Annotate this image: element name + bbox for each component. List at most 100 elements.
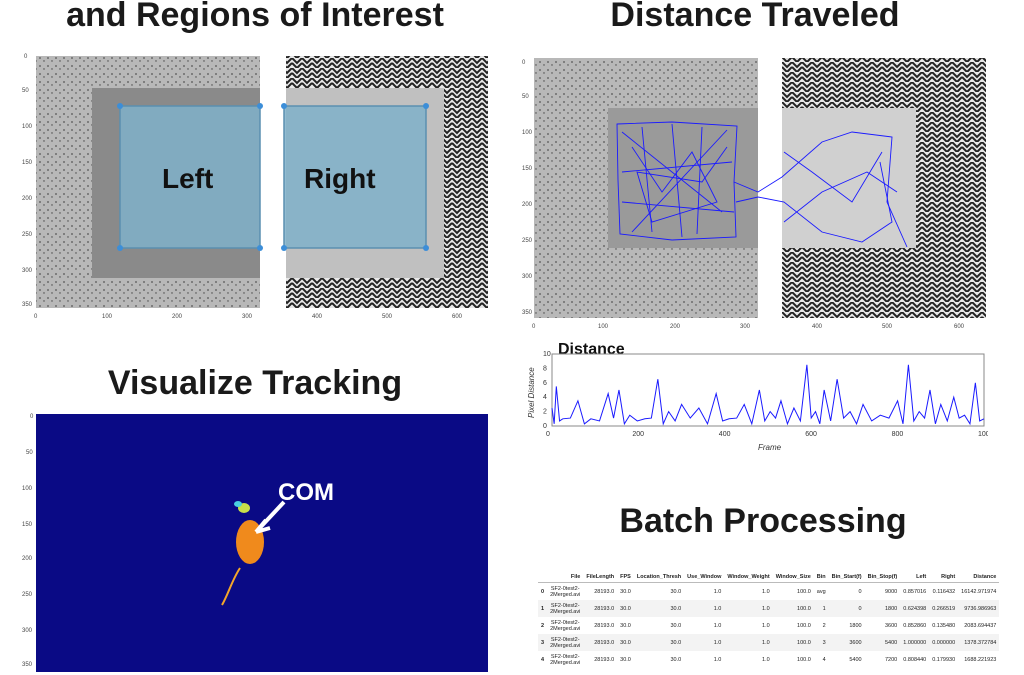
table-cell: 1.0 <box>713 622 722 629</box>
table-cell: 1.0 <box>713 656 722 663</box>
table-cell: SF2-0test2-2Merged.avi <box>550 619 581 632</box>
table-cell: 1.0 <box>724 600 773 617</box>
table-cell: 100.0 <box>772 600 814 617</box>
table-cell: 28193.0 <box>583 600 618 617</box>
track-y-tick: 200 <box>522 202 533 208</box>
table-cell: 9000 <box>885 588 898 595</box>
table-cell: 0 <box>858 588 862 595</box>
roi-left-label: Left <box>162 163 213 194</box>
com-arrow <box>254 500 286 534</box>
y-tick-label: 8 <box>543 365 547 372</box>
table-cell: 0.857016 <box>903 588 927 595</box>
table-cell: SF2-0test2-2Merged.avi <box>547 634 584 651</box>
distance-chart: Distance Pixel Distance Frame 0 200 400 600… <box>527 341 988 452</box>
track-x-tick: 0 <box>532 324 536 330</box>
roi-x-tick: 100 <box>102 314 113 320</box>
column-header: File <box>547 572 584 583</box>
table-cell: 100.0 <box>797 588 811 595</box>
column-header: Distance <box>958 572 1000 583</box>
table-cell: 1.0 <box>684 634 725 651</box>
roi-y-tick: 50 <box>22 88 29 94</box>
column-header: Window_Size <box>772 572 814 583</box>
track-x-ticks: 0 100 200 300 400 500 600 <box>532 324 965 330</box>
roi-x-tick: 600 <box>452 314 463 320</box>
table-cell: SF2-0test2-2Merged.avi <box>547 600 584 617</box>
roi-right-label: Right <box>304 163 376 194</box>
table-cell: 30.0 <box>617 600 634 617</box>
table-cell: 4 <box>822 656 826 663</box>
table-cell: 7200 <box>885 656 898 663</box>
track-y-tick: 150 <box>522 166 533 172</box>
y-tick-label: 4 <box>543 394 547 401</box>
table-cell: 16142.971974 <box>961 588 997 595</box>
plot-frame <box>551 353 985 427</box>
table-cell: 1800 <box>864 600 901 617</box>
table-cell: 30.0 <box>620 656 631 663</box>
distance-y-label: Pixel Distance <box>527 367 536 418</box>
visualize-y-tick: 150 <box>22 522 33 528</box>
track-image <box>534 58 986 318</box>
table-cell: 28193.0 <box>583 634 618 651</box>
table-cell: 28193.0 <box>594 656 615 663</box>
track-x-tick: 400 <box>812 324 823 330</box>
batch-table-header: File FileLength FPS Location_Thresh Use_… <box>538 572 1000 583</box>
table-cell: 30.0 <box>670 588 682 595</box>
table-cell: 1.000000 <box>900 634 930 651</box>
table-cell: 0 <box>541 588 545 595</box>
visualize-y-tick: 250 <box>22 592 33 598</box>
visualize-y-tick: 350 <box>22 662 33 668</box>
table-cell: 28193.0 <box>594 622 615 629</box>
batch-table-body: 0 SF2-0test2-2Merged.avi 28193.0 30.0 30.0 1.… <box>538 583 1000 669</box>
roi-corner-handles[interactable] <box>117 103 429 251</box>
table-cell: 0.179930 <box>932 656 956 663</box>
table-cell: 1.0 <box>713 588 722 595</box>
table-cell: 1 <box>813 600 829 617</box>
visualize-y-ticks: 0 50 100 150 200 250 300 350 <box>22 414 34 668</box>
roi-panel: Left Right 0 100 200 300 400 500 600 0 5… <box>22 54 488 320</box>
table-cell: 3600 <box>828 634 865 651</box>
roi-right-region[interactable] <box>283 105 427 249</box>
table-cell: 3 <box>813 634 829 651</box>
distance-series-line <box>551 364 985 426</box>
com-label: COM <box>278 479 334 506</box>
distance-heading: Distance Traveled <box>610 0 900 34</box>
column-header: Bin_Stop(f) <box>864 572 901 583</box>
track-y-tick: 350 <box>522 310 533 316</box>
track-y-ticks: 0 50 100 150 200 250 300 350 <box>522 60 533 316</box>
table-cell: 28193.0 <box>594 588 615 595</box>
column-header: Bin_Start(f) <box>828 572 865 583</box>
track-y-tick: 300 <box>522 274 533 280</box>
table-cell: 0.135480 <box>932 622 956 629</box>
table-cell: 1378.372784 <box>958 634 1000 651</box>
table-cell: 5400 <box>864 634 901 651</box>
column-header: Bin <box>813 572 829 583</box>
table-cell: 100.0 <box>797 622 811 629</box>
track-y-tick: 0 <box>522 60 526 66</box>
track-x-tick: 300 <box>740 324 751 330</box>
roi-y-tick: 350 <box>22 302 33 308</box>
roi-y-tick: 150 <box>22 160 33 166</box>
track-y-tick: 100 <box>522 130 533 136</box>
table-row: 1 SF2-0test2-2Merged.avi 28193.0 30.0 30.0 1.… <box>538 600 1000 617</box>
roi-x-ticks: 0 100 200 300 400 500 600 <box>34 314 463 320</box>
column-header: Right <box>929 572 959 583</box>
table-cell: 1800 <box>849 622 862 629</box>
table-cell: 30.0 <box>670 622 682 629</box>
x-tick-label: 200 <box>632 431 644 438</box>
roi-y-tick: 100 <box>22 124 33 130</box>
table-cell: 0.000000 <box>929 634 959 651</box>
table-cell: 1688.221923 <box>964 656 997 663</box>
roi-left-region[interactable] <box>119 105 261 249</box>
roi-y-tick: 200 <box>22 196 33 202</box>
table-cell: 3600 <box>885 622 898 629</box>
x-tick-label: 400 <box>719 431 731 438</box>
table-cell: 5400 <box>849 656 862 663</box>
track-panel: 0 100 200 300 400 500 600 0 50 100 150 2… <box>522 58 986 330</box>
roi-y-tick: 300 <box>22 268 33 274</box>
column-header: Window_Weight <box>724 572 773 583</box>
batch-heading: Batch Processing <box>619 502 907 540</box>
table-cell: 9736.986963 <box>958 600 1000 617</box>
table-cell: 1.0 <box>724 634 773 651</box>
table-cell: 0.852860 <box>903 622 927 629</box>
